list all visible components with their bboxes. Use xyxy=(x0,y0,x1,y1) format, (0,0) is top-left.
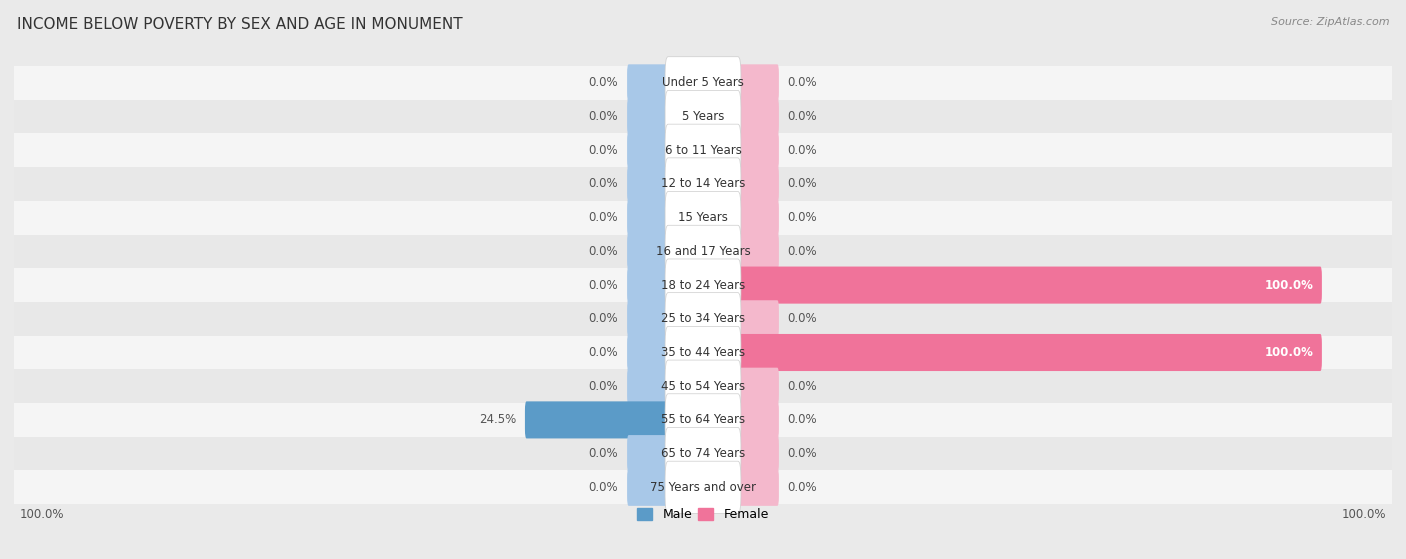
Text: Source: ZipAtlas.com: Source: ZipAtlas.com xyxy=(1271,17,1389,27)
Text: 5 Years: 5 Years xyxy=(682,110,724,123)
Bar xyxy=(14,335,1392,369)
FancyBboxPatch shape xyxy=(738,300,779,337)
Bar xyxy=(14,134,1392,167)
Bar xyxy=(14,437,1392,471)
Text: Under 5 Years: Under 5 Years xyxy=(662,77,744,89)
FancyBboxPatch shape xyxy=(738,64,779,101)
Bar xyxy=(14,302,1392,335)
Text: 0.0%: 0.0% xyxy=(589,177,619,191)
Text: 0.0%: 0.0% xyxy=(787,447,817,460)
Text: 0.0%: 0.0% xyxy=(589,110,619,123)
Bar xyxy=(14,268,1392,302)
Text: 0.0%: 0.0% xyxy=(589,211,619,224)
FancyBboxPatch shape xyxy=(627,132,668,169)
FancyBboxPatch shape xyxy=(665,293,741,345)
Text: 25 to 34 Years: 25 to 34 Years xyxy=(661,312,745,325)
Text: 100.0%: 100.0% xyxy=(20,508,65,521)
Text: 0.0%: 0.0% xyxy=(589,77,619,89)
Text: 15 Years: 15 Years xyxy=(678,211,728,224)
Text: 0.0%: 0.0% xyxy=(589,278,619,292)
Text: INCOME BELOW POVERTY BY SEX AND AGE IN MONUMENT: INCOME BELOW POVERTY BY SEX AND AGE IN M… xyxy=(17,17,463,32)
Text: 35 to 44 Years: 35 to 44 Years xyxy=(661,346,745,359)
FancyBboxPatch shape xyxy=(738,334,1322,371)
FancyBboxPatch shape xyxy=(665,124,741,177)
Text: 12 to 14 Years: 12 to 14 Years xyxy=(661,177,745,191)
Text: 100.0%: 100.0% xyxy=(1264,278,1313,292)
FancyBboxPatch shape xyxy=(665,259,741,311)
FancyBboxPatch shape xyxy=(627,165,668,202)
Text: 0.0%: 0.0% xyxy=(787,312,817,325)
FancyBboxPatch shape xyxy=(627,98,668,135)
Text: 0.0%: 0.0% xyxy=(787,177,817,191)
Text: 16 and 17 Years: 16 and 17 Years xyxy=(655,245,751,258)
Text: 0.0%: 0.0% xyxy=(589,481,619,494)
Bar xyxy=(14,403,1392,437)
Text: 0.0%: 0.0% xyxy=(589,380,619,393)
Text: 0.0%: 0.0% xyxy=(787,110,817,123)
Text: 65 to 74 Years: 65 to 74 Years xyxy=(661,447,745,460)
FancyBboxPatch shape xyxy=(665,326,741,378)
Bar xyxy=(14,167,1392,201)
Text: 55 to 64 Years: 55 to 64 Years xyxy=(661,414,745,427)
FancyBboxPatch shape xyxy=(627,233,668,270)
FancyBboxPatch shape xyxy=(665,360,741,413)
Text: 24.5%: 24.5% xyxy=(479,414,516,427)
FancyBboxPatch shape xyxy=(627,334,668,371)
FancyBboxPatch shape xyxy=(738,368,779,405)
FancyBboxPatch shape xyxy=(524,401,668,438)
FancyBboxPatch shape xyxy=(665,192,741,244)
FancyBboxPatch shape xyxy=(738,435,779,472)
Text: 0.0%: 0.0% xyxy=(589,312,619,325)
Bar xyxy=(14,201,1392,235)
Text: 18 to 24 Years: 18 to 24 Years xyxy=(661,278,745,292)
Text: 0.0%: 0.0% xyxy=(787,481,817,494)
FancyBboxPatch shape xyxy=(627,300,668,337)
FancyBboxPatch shape xyxy=(665,57,741,109)
Text: 0.0%: 0.0% xyxy=(787,144,817,157)
FancyBboxPatch shape xyxy=(738,469,779,506)
FancyBboxPatch shape xyxy=(627,64,668,101)
Text: 0.0%: 0.0% xyxy=(589,144,619,157)
Bar xyxy=(14,100,1392,134)
Text: 0.0%: 0.0% xyxy=(787,414,817,427)
FancyBboxPatch shape xyxy=(665,394,741,446)
FancyBboxPatch shape xyxy=(738,165,779,202)
Text: 0.0%: 0.0% xyxy=(589,245,619,258)
Text: 0.0%: 0.0% xyxy=(787,380,817,393)
FancyBboxPatch shape xyxy=(665,225,741,277)
Bar xyxy=(14,66,1392,100)
Text: 100.0%: 100.0% xyxy=(1341,508,1386,521)
Bar xyxy=(14,369,1392,403)
FancyBboxPatch shape xyxy=(738,132,779,169)
FancyBboxPatch shape xyxy=(665,428,741,480)
FancyBboxPatch shape xyxy=(665,158,741,210)
Legend: Male, Female: Male, Female xyxy=(633,503,773,527)
FancyBboxPatch shape xyxy=(665,461,741,513)
FancyBboxPatch shape xyxy=(627,435,668,472)
FancyBboxPatch shape xyxy=(627,469,668,506)
Text: 75 Years and over: 75 Years and over xyxy=(650,481,756,494)
Text: 0.0%: 0.0% xyxy=(589,346,619,359)
Bar xyxy=(14,471,1392,504)
FancyBboxPatch shape xyxy=(627,368,668,405)
FancyBboxPatch shape xyxy=(738,401,779,438)
FancyBboxPatch shape xyxy=(738,267,1322,304)
FancyBboxPatch shape xyxy=(627,199,668,236)
Text: 0.0%: 0.0% xyxy=(787,77,817,89)
Text: 0.0%: 0.0% xyxy=(787,245,817,258)
Bar xyxy=(14,235,1392,268)
Text: 100.0%: 100.0% xyxy=(1264,346,1313,359)
FancyBboxPatch shape xyxy=(627,267,668,304)
Text: 0.0%: 0.0% xyxy=(787,211,817,224)
FancyBboxPatch shape xyxy=(665,91,741,143)
Text: 45 to 54 Years: 45 to 54 Years xyxy=(661,380,745,393)
Text: 0.0%: 0.0% xyxy=(589,447,619,460)
FancyBboxPatch shape xyxy=(738,199,779,236)
FancyBboxPatch shape xyxy=(738,98,779,135)
FancyBboxPatch shape xyxy=(738,233,779,270)
Text: 6 to 11 Years: 6 to 11 Years xyxy=(665,144,741,157)
